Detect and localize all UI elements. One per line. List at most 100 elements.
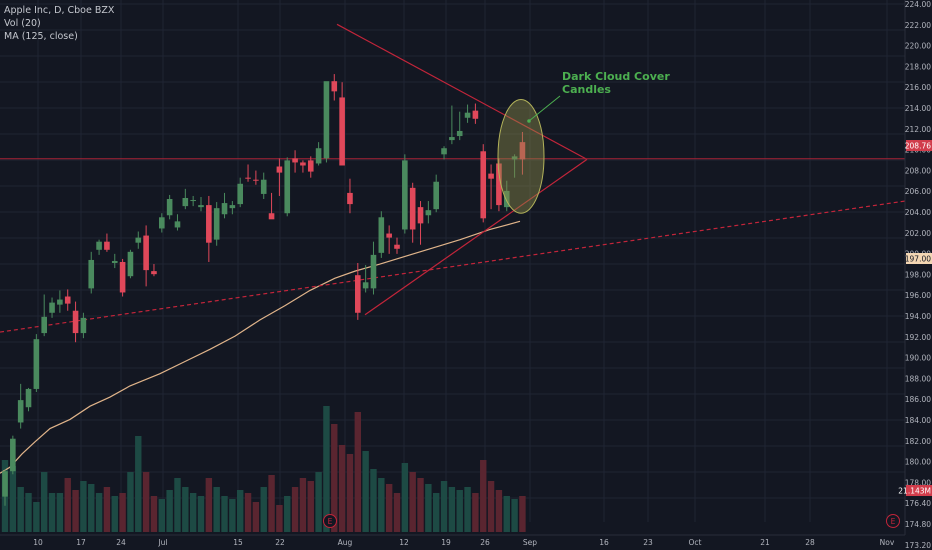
- dashed-trendline: [0, 200, 906, 333]
- time-tick-label: 15: [233, 538, 243, 547]
- volume-bar: [80, 481, 87, 532]
- volume-bar: [103, 487, 111, 532]
- last-price-tag: 208.76: [905, 142, 931, 151]
- volume-bar: [221, 496, 228, 532]
- price-tick-label: 173.20: [905, 541, 931, 550]
- moving-average-line: [0, 220, 521, 474]
- price-tick-label: 206.00: [905, 187, 931, 196]
- price-tick-label: 222.00: [905, 21, 931, 30]
- time-tick-label: Jul: [157, 538, 167, 547]
- volume-bar: [409, 472, 416, 532]
- candle-body: [378, 217, 385, 253]
- chart-legend: Apple Inc, D, Cboe BZX Vol (20) MA (125,…: [4, 4, 114, 43]
- candle-body: [229, 205, 236, 209]
- volume-value-tag: 21.143M: [898, 487, 931, 496]
- candle-body: [57, 299, 63, 305]
- price-tick-label: 208.00: [905, 166, 931, 175]
- price-tick-label: 216.00: [905, 83, 931, 92]
- candle-body: [2, 471, 8, 497]
- candle-body: [315, 148, 322, 164]
- candle-body: [488, 173, 494, 179]
- volume-bar: [378, 478, 385, 532]
- time-tick-label: 22: [275, 538, 285, 547]
- candle-body: [456, 130, 463, 137]
- candle-body: [213, 208, 220, 240]
- trendlines: [0, 23, 906, 333]
- candle-body: [25, 388, 32, 408]
- candle-body: [409, 187, 416, 230]
- time-tick-label: 28: [805, 538, 815, 547]
- time-tick-label: 10: [33, 538, 43, 547]
- price-tick-label: 174.80: [905, 520, 931, 529]
- volume-bar: [268, 475, 275, 532]
- candle-body: [386, 233, 392, 238]
- candles: [2, 74, 526, 506]
- candle-body: [72, 310, 79, 334]
- earnings-marker: [323, 514, 337, 528]
- candle-body: [260, 179, 267, 194]
- price-tick-label: 176.40: [905, 499, 931, 508]
- price-tick-label: 184.00: [905, 416, 931, 425]
- candle-body: [284, 160, 291, 214]
- ma-value-tag: 197.00: [905, 255, 931, 264]
- time-tick-label: 16: [599, 538, 609, 547]
- volume-bar: [331, 424, 338, 532]
- candle-body: [237, 183, 243, 205]
- legend-symbol: Apple Inc, D, Cboe BZX: [4, 5, 115, 16]
- volume-bar: [448, 487, 456, 532]
- candle-body: [198, 205, 204, 208]
- time-tick-label: 23: [643, 538, 653, 547]
- volume-bar: [197, 496, 205, 532]
- volume-bar: [119, 493, 126, 532]
- price-tick-label: 190.00: [905, 354, 931, 363]
- candle-body: [300, 162, 306, 166]
- volume-bar: [480, 460, 487, 532]
- volume-bar: [417, 478, 424, 532]
- price-tick-label: 212.00: [905, 125, 931, 134]
- candle-body: [49, 302, 55, 313]
- candle-body: [253, 179, 259, 181]
- volume-bar: [487, 481, 495, 532]
- candle-body: [143, 235, 149, 271]
- time-tick-label: 26: [480, 538, 490, 547]
- volume-bar: [150, 496, 158, 532]
- volume-bar: [323, 406, 330, 532]
- candle-body: [127, 251, 134, 277]
- candle-body: [425, 210, 432, 216]
- volume-bar: [440, 481, 448, 532]
- volume-bar: [511, 499, 518, 532]
- volume-bar: [252, 502, 260, 532]
- volume-bar: [111, 496, 118, 532]
- grid-lines: [0, 0, 905, 522]
- candle-body: [221, 203, 228, 215]
- volume-bar: [56, 493, 64, 532]
- triangle-line: [336, 23, 588, 160]
- candle-body: [355, 275, 361, 313]
- time-tick-label: Oct: [689, 538, 702, 547]
- candle-body: [182, 197, 189, 207]
- candle-body: [402, 160, 408, 230]
- annotation-line-2: Candles: [562, 82, 611, 96]
- price-tick-label: 204.00: [905, 208, 931, 217]
- candle-body: [96, 241, 102, 250]
- price-tick-label: 218.00: [905, 62, 931, 71]
- price-tick-label: 188.00: [905, 374, 931, 383]
- candle-body: [449, 137, 455, 141]
- candle-body: [88, 259, 95, 289]
- triangle-line: [364, 158, 588, 316]
- annotation-arrow: [528, 95, 561, 122]
- candle-body: [362, 282, 369, 289]
- legend-volume: Vol (20): [4, 18, 41, 29]
- candle-body: [276, 166, 283, 173]
- candle-body: [323, 81, 330, 159]
- candle-body: [10, 438, 16, 472]
- volume-bar: [244, 493, 252, 532]
- candle-body: [80, 317, 87, 334]
- candle-body: [496, 163, 502, 206]
- volume-bar: [237, 490, 244, 532]
- time-tick-label: Aug: [338, 538, 353, 547]
- price-tick-label: 202.00: [905, 229, 931, 238]
- volume-bar: [346, 454, 354, 532]
